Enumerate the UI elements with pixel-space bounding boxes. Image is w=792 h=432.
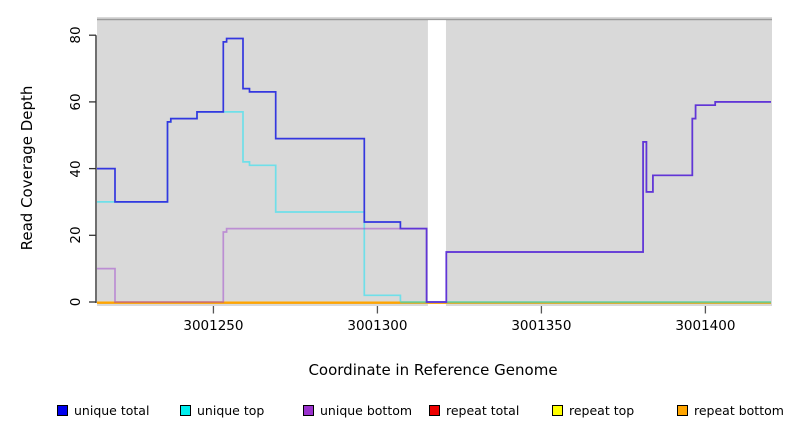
y-tick-label: 0 — [68, 297, 84, 307]
y-tick-label: 80 — [68, 26, 84, 44]
legend-label: repeat top — [569, 403, 635, 418]
legend-label: unique bottom — [320, 403, 413, 418]
y-axis-label: Read Coverage Depth — [18, 85, 36, 251]
x-tick-label: 3001400 — [675, 318, 736, 334]
legend-label: unique top — [197, 403, 265, 418]
legend-swatch-icon — [303, 405, 314, 416]
no-data-gap-band — [427, 20, 446, 306]
legend-swatch-icon — [57, 405, 68, 416]
x-axis-label: Coordinate in Reference Genome — [308, 361, 558, 379]
series-unique-bottom-line — [97, 101, 771, 303]
x-tick-label: 3001250 — [183, 318, 244, 334]
y-tick-label: 40 — [68, 160, 84, 178]
x-tick-label: 3001300 — [347, 318, 408, 334]
legend-label: repeat bottom — [694, 403, 784, 418]
y-tick-label: 20 — [68, 226, 84, 244]
legend-swatch-icon — [180, 405, 191, 416]
legend-label: unique total — [74, 403, 150, 418]
series-unique-total-line — [97, 37, 771, 303]
legend-swatch-icon — [552, 405, 563, 416]
legend-swatch-icon — [677, 405, 688, 416]
legend-label: repeat total — [446, 403, 520, 418]
legend-swatch-icon — [429, 405, 440, 416]
y-tick-label: 60 — [68, 93, 84, 111]
x-tick-label: 3001350 — [511, 318, 572, 334]
